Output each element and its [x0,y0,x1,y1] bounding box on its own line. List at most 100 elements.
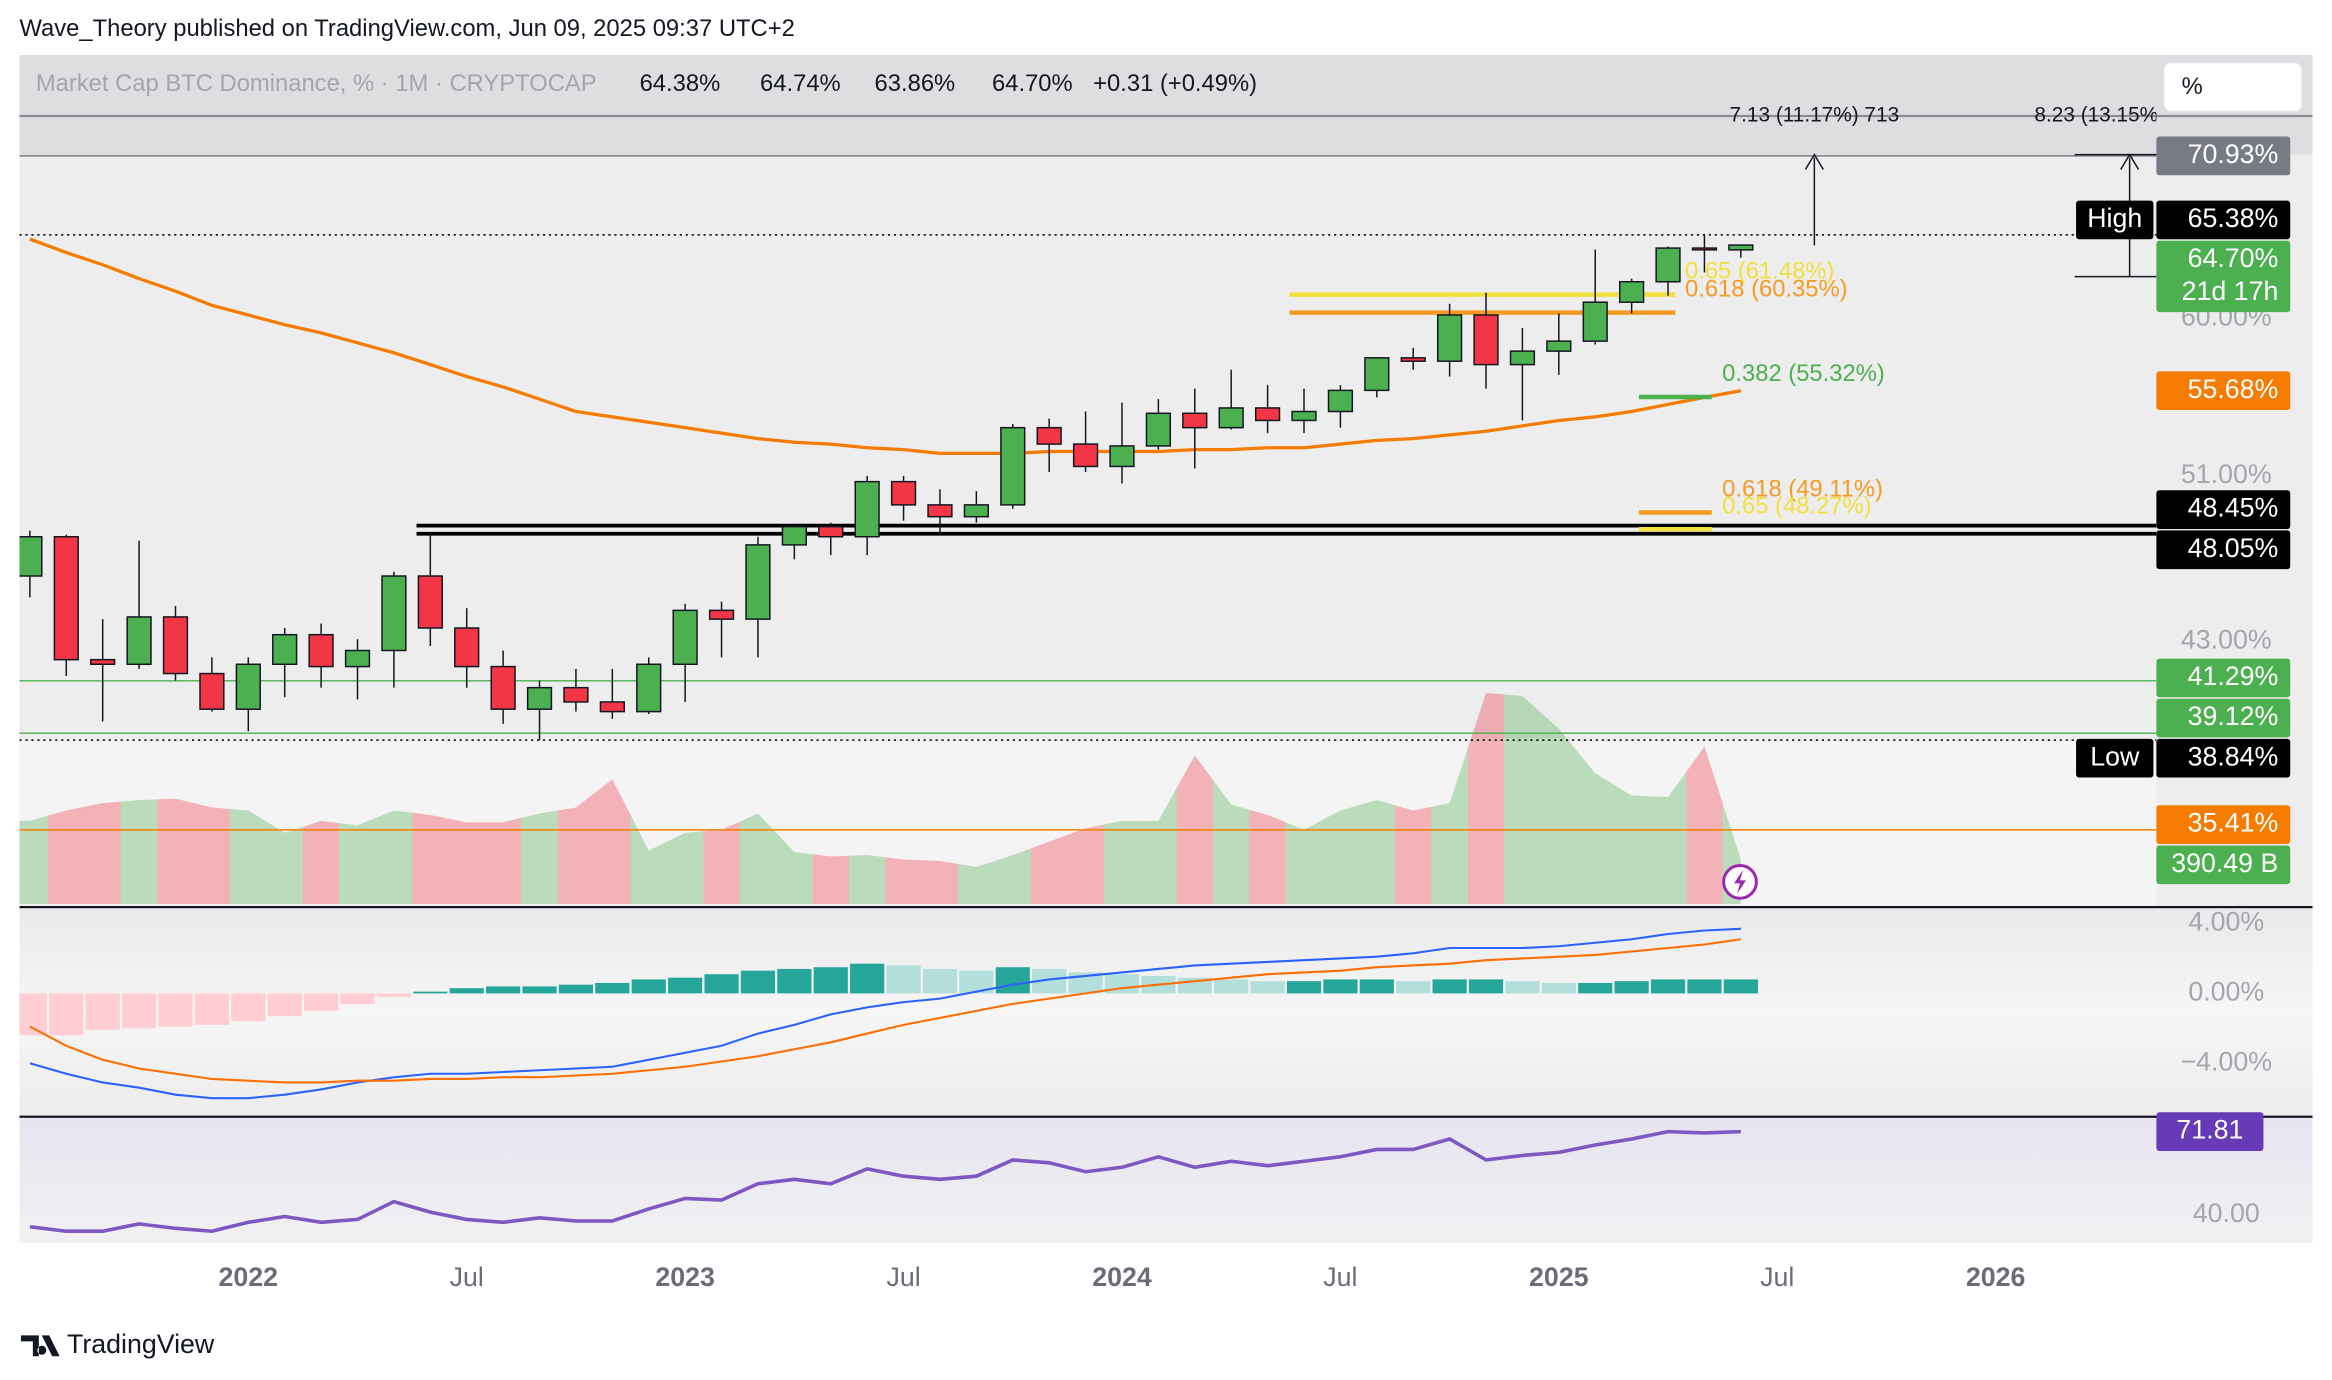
price-label-box [2156,200,2291,240]
candle-body [490,665,516,710]
candle-body [963,504,990,518]
y-tick-label: 0.00% [2188,976,2264,1006]
volume-area [375,810,413,905]
macd-histogram [449,988,484,994]
candle-body [19,535,43,577]
volume-area [1467,692,1505,905]
volume-area [484,817,522,905]
macd-histogram [886,965,921,994]
candle-body [90,658,116,666]
rsi-line [29,1129,1741,1234]
candle-body [1582,301,1608,342]
volume-area [1686,746,1723,905]
volume-area [1212,779,1250,905]
volume-area [1103,820,1141,905]
candle-body [745,544,771,620]
volume-area [1577,750,1614,905]
candle-body [854,480,880,538]
price-label-box [2156,845,2291,885]
volume-area [994,848,1031,905]
scale-button[interactable] [2163,61,2303,113]
fib-label: 0.382 (55.32%) [1722,360,1885,387]
price-label: 48.05% [2188,533,2279,563]
tag-box [2076,200,2154,240]
candle-body [1364,357,1390,392]
macd-histogram [340,993,375,1004]
candle-body [1036,426,1062,445]
macd-histogram [1396,981,1431,994]
macd-histogram [158,993,193,1027]
macd-histogram [121,993,157,1029]
scale-button-label[interactable]: % [2182,73,2203,100]
candle-body [235,663,261,710]
candle-body [126,616,152,666]
volume-area [776,832,813,905]
candle-body [1691,247,1718,251]
price-label-box [2156,738,2291,778]
macd-histogram [1687,979,1722,994]
price-label: 35.41% [2188,808,2279,838]
candle-body [890,480,917,506]
candle-body [1473,314,1499,366]
candle-body [344,649,371,668]
volume-area [84,801,121,905]
x-tick-label: 2024 [1092,1262,1152,1292]
candle-body [672,609,698,666]
volume-area [1540,712,1578,905]
top-band [19,55,2313,155]
volume-area [1140,788,1177,905]
time-axis [19,1243,2313,1309]
volume-area [230,809,267,905]
candle-body [1072,443,1099,468]
volume-area [958,860,995,905]
volume-area [521,810,558,905]
candle-body [1218,407,1244,429]
candle-body [1182,412,1208,429]
price-label: 39.12% [2188,701,2279,731]
candle-body [563,686,589,703]
arrow-head [2120,153,2140,170]
macd-histogram [704,974,739,994]
y-tick-label: 40.00 [2193,1198,2260,1228]
rsi-pane [19,1118,2313,1244]
macd-histogram [1723,979,1758,994]
price-label-box [2156,658,2291,698]
macd-histogram [740,970,776,994]
ohlc-value: 64.38% [640,70,721,97]
candle-body [1728,244,1754,251]
price-label-box [2156,240,2291,313]
annotation: 8.23 (13.15% [2034,103,2158,126]
price-label: 65.38% [2188,203,2279,233]
macd-histogram [850,963,885,994]
x-tick-label: Jul [450,1262,484,1292]
x-tick-label: 2023 [655,1262,715,1292]
y-tick-label: 43.00% [2181,625,2272,655]
macd-histogram [486,986,521,994]
candle-body [1618,280,1645,303]
candle-body [272,633,298,666]
price-label: 38.84% [2188,741,2279,771]
publisher: Wave_Theory published on TradingView.com… [19,15,794,42]
candle-body [53,535,79,661]
candle-body [1509,350,1536,366]
macd-line [29,938,1741,1084]
candle-body [1291,410,1317,422]
candle-body [417,575,443,629]
macd-histogram [413,991,448,994]
price-label-box [2156,136,2291,176]
macd-histogram [231,993,266,1022]
volume-area [157,798,194,905]
volume-area [339,817,376,905]
price-label: 41.29% [2188,661,2279,691]
price-label-box [2156,805,2291,844]
candle-body [454,627,480,668]
y-tick-label: −4.00% [2181,1046,2272,1076]
volume-area [812,854,849,905]
ohlc-value: 64.74% [760,70,841,97]
candle-body [1000,426,1026,506]
macd-histogram [1578,982,1613,994]
price-label-box [2156,371,2291,411]
price-label-box [2156,1112,2264,1151]
macd-histogram [267,993,302,1017]
